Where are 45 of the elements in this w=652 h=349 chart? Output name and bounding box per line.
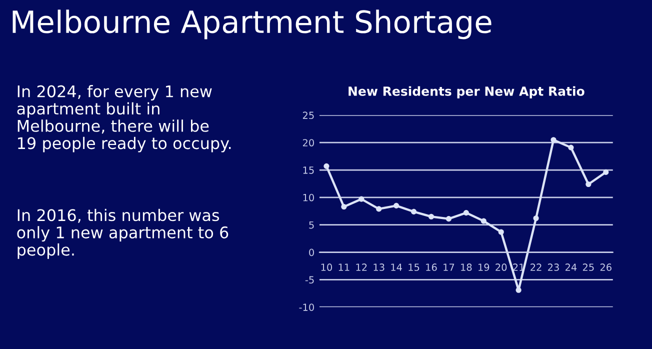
y-tick-label: 10 <box>303 194 314 202</box>
y-tick-label: 25 <box>302 112 314 119</box>
x-tick-label: 17 <box>444 264 454 271</box>
x-tick-label: 25 <box>582 264 594 271</box>
point <box>498 229 504 235</box>
x-tick-label: 16 <box>426 264 437 271</box>
x-tick-label: 19 <box>478 264 490 271</box>
x-tick-label: 10 <box>321 264 332 271</box>
point <box>358 196 364 202</box>
y-tick-label: 0 <box>309 248 314 256</box>
text: In 2024, for every 1 new apartment built in Melbourne, there will be 19 people ready to occupy. <box>17 85 231 152</box>
y-tick-label: 20 <box>302 139 314 146</box>
point <box>550 137 556 143</box>
point <box>586 181 592 188</box>
x-tick-label: 20 <box>496 264 507 271</box>
x-tick-label: 22 <box>530 264 542 271</box>
y-tick-label: 15 <box>303 166 314 174</box>
point <box>376 206 382 212</box>
x-tick-label: 11 <box>338 264 350 271</box>
text: In 2016, this number was only 1 new apartment to 6 people. <box>17 208 228 259</box>
point <box>446 216 452 222</box>
point <box>516 287 522 293</box>
point <box>533 215 539 222</box>
point <box>603 169 609 175</box>
point <box>480 218 486 224</box>
point <box>568 144 574 150</box>
x-tick-label: 24 <box>565 264 577 271</box>
point <box>394 202 400 208</box>
y-tick-label: 5 <box>309 221 314 229</box>
x-tick-label: 18 <box>461 264 472 271</box>
point <box>428 214 434 220</box>
y-tick-label: -5 <box>305 276 314 284</box>
x-tick-label: 23 <box>548 264 559 271</box>
point <box>411 208 417 214</box>
point <box>463 210 469 216</box>
x-tick-label: 26 <box>600 264 612 271</box>
x-tick-label: 12 <box>356 264 367 271</box>
point <box>324 163 330 169</box>
chart-subtitle: New Residents per New Apt Ratio <box>348 86 584 98</box>
x-tick-label: 14 <box>391 264 402 271</box>
x-tick-label: 15 <box>408 264 420 271</box>
x-tick-label: 13 <box>374 264 384 271</box>
chart-title: Melbourne Apartment Shortage <box>12 10 492 40</box>
point <box>341 204 347 210</box>
y-tick-label: -10 <box>299 304 314 311</box>
